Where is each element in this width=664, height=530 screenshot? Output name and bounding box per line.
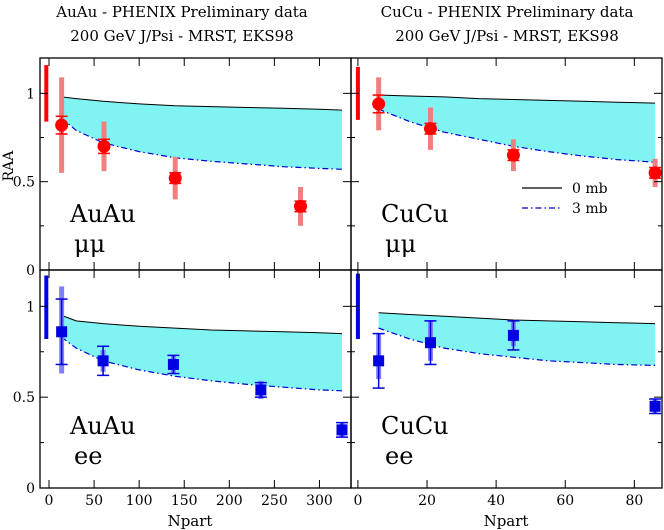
panel-label-channel: ee	[74, 442, 102, 470]
x-tick-label: 300	[306, 493, 333, 509]
plot-frame	[350, 269, 663, 489]
data-point	[56, 326, 68, 338]
y-tick-label: 1	[26, 86, 35, 102]
legend-label: 3 mb	[572, 201, 608, 217]
data-point	[507, 329, 519, 341]
y-tick-label: 0	[26, 481, 35, 497]
data-point	[336, 424, 348, 436]
x-tick-label: 150	[171, 493, 198, 509]
panel-label-channel: μμ	[74, 230, 105, 258]
data-point	[423, 122, 437, 136]
y-axis-label: RAA	[1, 150, 17, 182]
data-point	[294, 199, 308, 213]
data-point	[373, 355, 385, 367]
x-tick-label: 0	[353, 493, 362, 509]
x-tick-label: 60	[556, 493, 574, 509]
panel-label-system: AuAu	[69, 200, 136, 228]
theory-band	[378, 95, 656, 163]
data-point	[97, 355, 109, 367]
auau-header-line2: 200 GeV J/Psi - MRST, EKS98	[70, 27, 294, 45]
cucu-header-line1: CuCu - PHENIX Preliminary data	[381, 3, 634, 21]
panel-label-system: CuCu	[381, 412, 449, 440]
panel-label-channel: μμ	[385, 230, 416, 258]
data-point	[167, 358, 179, 370]
x-tick-label: 200	[216, 493, 243, 509]
y-tick-label: 0	[26, 263, 35, 279]
x-tick-label: 40	[487, 493, 505, 509]
curve-0mb	[378, 94, 656, 104]
x-tick-label: 50	[85, 493, 103, 509]
data-point	[649, 400, 661, 412]
curve-3mb	[378, 327, 656, 366]
legend-label: 0 mb	[572, 181, 608, 197]
theory-band	[61, 315, 342, 391]
data-point	[372, 97, 386, 111]
panel-label-system: CuCu	[381, 200, 449, 228]
x-tick-label: 0	[45, 493, 54, 509]
cucu-header-line2: 200 GeV J/Psi - MRST, EKS98	[395, 27, 619, 45]
x-tick-label: 100	[126, 493, 153, 509]
curve-0mb	[378, 312, 656, 325]
x-axis-label-right: Npart	[484, 512, 529, 530]
panel-label-system: AuAu	[69, 412, 136, 440]
data-point	[648, 166, 662, 180]
data-point	[168, 171, 182, 185]
curve-0mb	[61, 314, 343, 335]
curve-0mb	[61, 96, 343, 111]
curve-3mb	[61, 336, 343, 392]
data-point	[506, 148, 520, 162]
x-axis-label-left: Npart	[168, 512, 213, 530]
data-point	[55, 118, 69, 132]
data-point	[255, 384, 267, 396]
data-point	[97, 139, 111, 153]
panel-label-channel: ee	[385, 442, 413, 470]
curve-3mb	[61, 117, 343, 170]
theory-band	[61, 96, 342, 170]
y-tick-label: 0.5	[13, 390, 35, 406]
y-tick-label: 0.5	[13, 175, 35, 191]
data-point	[424, 337, 436, 349]
auau-header-line1: AuAu - PHENIX Preliminary data	[55, 3, 308, 21]
y-tick-label: 1	[26, 299, 35, 315]
x-tick-label: 250	[261, 493, 288, 509]
x-tick-label: 20	[418, 493, 436, 509]
x-tick-label: 80	[625, 493, 643, 509]
